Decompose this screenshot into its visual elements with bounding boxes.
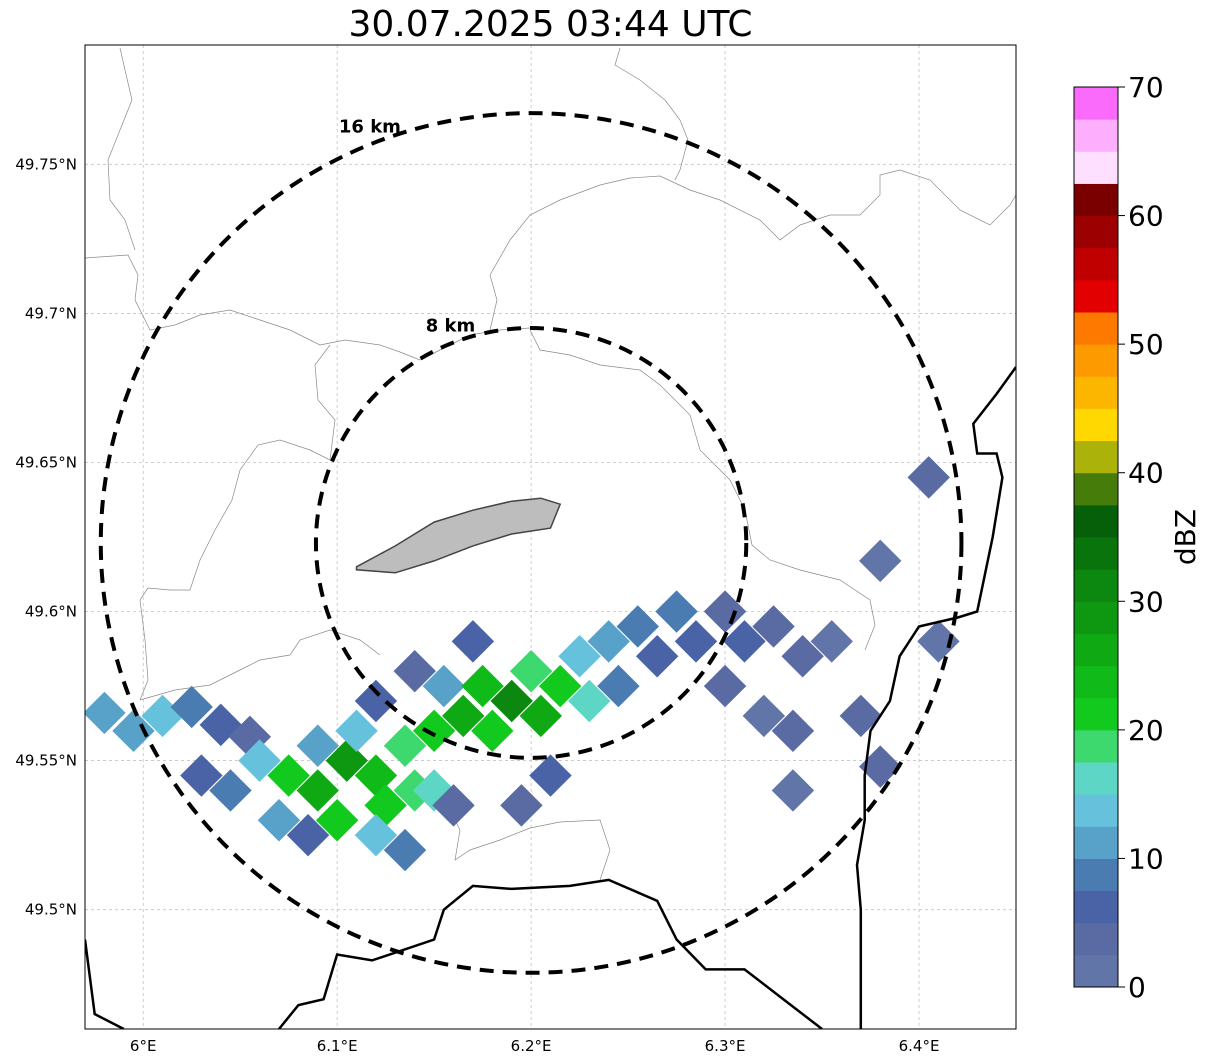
colorbar-tick-label: 70 [1128, 71, 1164, 104]
colorbar-segment [1074, 954, 1118, 988]
commune-boundary [449, 809, 611, 881]
colorbar-segment [1074, 376, 1118, 409]
y-tick-label: 49.7°N [25, 304, 77, 322]
colorbar-segment [1074, 826, 1118, 859]
colorbar-segment [1074, 697, 1118, 731]
commune-boundary [529, 329, 876, 651]
colorbar-tick-label: 20 [1128, 714, 1164, 747]
city-outline [355, 497, 562, 574]
colorbar-segment [1074, 762, 1118, 795]
range-ring [313, 326, 749, 760]
colorbar-segment [1074, 344, 1118, 377]
y-tick-label: 49.55°N [15, 752, 77, 770]
colorbar-segment [1074, 87, 1118, 120]
x-tick-label: 6.4°E [899, 1037, 940, 1055]
colorbar-segment [1074, 794, 1118, 827]
axis-ticks: 6°E 6.1°E 6.2°E 6.3°E 6.4°E 49.5°N 49.55°N 49.6… [15, 155, 939, 1055]
map-frame [84, 44, 1017, 1030]
colorbar-tick-label: 30 [1128, 585, 1164, 618]
colorbar-segment [1074, 729, 1118, 763]
colorbar-segment [1074, 537, 1118, 570]
colorbar-segment [1074, 408, 1118, 442]
colorbar-segment [1074, 922, 1118, 956]
x-tick-label: 6.1°E [317, 1037, 358, 1055]
y-tick-label: 49.6°N [25, 603, 77, 621]
colorbar-segment [1074, 151, 1118, 184]
colorbar-segment [1074, 312, 1118, 345]
chart-title: 30.07.2025 03:44 UTC [348, 4, 753, 45]
colorbar-frame [1073, 86, 1119, 988]
x-tick-label: 6.2°E [511, 1037, 552, 1055]
range-rings: 8 km 16 km [98, 111, 964, 975]
country-border [278, 878, 823, 1029]
colorbar-label: dBZ [1169, 509, 1202, 565]
colorbar-segment [1074, 215, 1118, 249]
range-ring-label: 16 km [339, 116, 401, 137]
colorbar-segment [1074, 569, 1118, 602]
commune-boundary [107, 47, 136, 251]
colorbar: 0 10 20 30 40 50 60 70 dBZ [1073, 71, 1202, 1004]
y-tick-label: 49.5°N [25, 901, 77, 919]
x-tick-label: 6°E [130, 1037, 157, 1055]
colorbar-segment [1074, 858, 1118, 892]
range-ring [98, 111, 964, 975]
country-border [855, 366, 1016, 1029]
colorbar-segment [1074, 119, 1118, 152]
colorbar-segment [1074, 601, 1118, 634]
colorbar-segment [1074, 247, 1118, 281]
commune-boundary [614, 47, 689, 181]
colorbar-segment [1074, 472, 1118, 506]
range-ring-label: 8 km [426, 316, 476, 337]
y-tick-label: 49.65°N [15, 453, 77, 471]
colorbar-tick-label: 50 [1128, 328, 1164, 361]
country-borders [85, 366, 1016, 1029]
colorbar-segment [1074, 183, 1118, 217]
colorbar-segment [1074, 440, 1118, 474]
colorbar-tick-label: 60 [1128, 200, 1164, 233]
commune-boundary [139, 599, 149, 701]
colorbar-segment [1074, 504, 1118, 538]
admin-boundaries [85, 47, 1016, 881]
colorbar-segment [1074, 633, 1118, 667]
city-outline-shape [355, 497, 562, 574]
y-tick-label: 49.75°N [15, 155, 77, 173]
x-tick-label: 6.3°E [705, 1037, 746, 1055]
colorbar-segment [1074, 665, 1118, 699]
country-border [85, 939, 125, 1029]
commune-boundary [85, 254, 531, 361]
colorbar-segment [1074, 890, 1118, 924]
colorbar-tick-label: 10 [1128, 842, 1164, 875]
colorbar-tick-label: 0 [1128, 971, 1146, 1004]
commune-boundary [489, 169, 1016, 331]
commune-boundary [139, 344, 336, 601]
colorbar-tick-label: 40 [1128, 457, 1164, 490]
colorbar-segment [1074, 279, 1118, 313]
